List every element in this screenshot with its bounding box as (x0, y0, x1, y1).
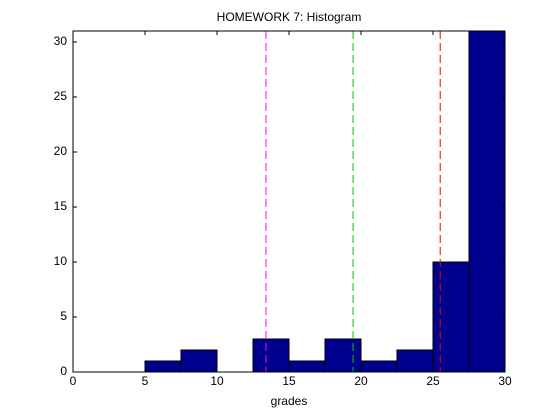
x-tick-label: 15 (282, 374, 296, 388)
bar (360, 360, 398, 373)
bar (432, 261, 470, 373)
chart-title: HOMEWORK 7: Histogram (217, 10, 362, 24)
bar (468, 30, 506, 373)
bar (144, 360, 182, 373)
x-tick-label: 30 (498, 374, 512, 388)
y-tick-label: 10 (54, 254, 68, 268)
bar (180, 349, 218, 373)
y-tick-label: 25 (54, 89, 68, 103)
y-tick-label: 15 (54, 199, 68, 213)
x-tick-label: 0 (70, 374, 77, 388)
bar (396, 349, 434, 373)
y-tick-label: 20 (54, 144, 68, 158)
x-tick-label: 20 (354, 374, 368, 388)
y-tick-label: 30 (54, 34, 68, 48)
x-tick-label: 5 (142, 374, 149, 388)
y-tick-label: 5 (60, 309, 67, 323)
x-tick-label: 25 (426, 374, 440, 388)
bar (324, 338, 362, 373)
y-tick-label: 0 (60, 364, 67, 378)
x-axis-label: grades (271, 394, 308, 408)
bar (288, 360, 326, 373)
bar (252, 338, 290, 373)
x-tick-label: 10 (210, 374, 224, 388)
